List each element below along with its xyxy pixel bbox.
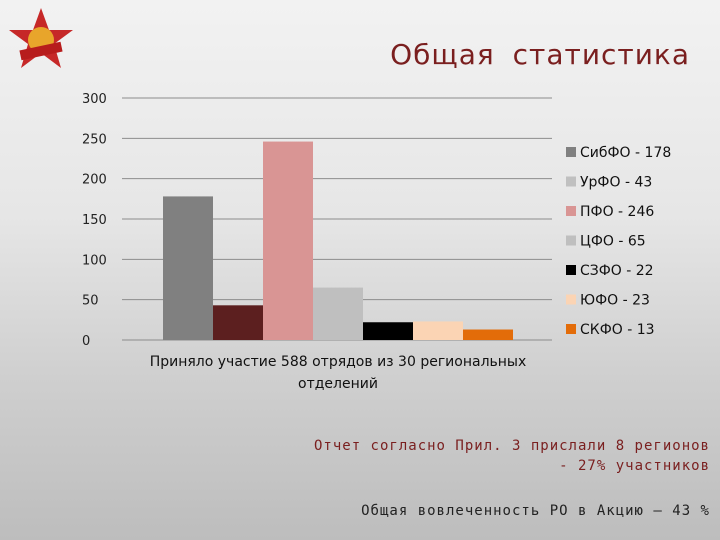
chart-legend: СибФО - 178 УрФО - 43 ПФО - 246 ЦФО - 65 СЗФ… xyxy=(566,145,671,338)
y-tick-label: 250 xyxy=(82,132,107,147)
legend-entry: СибФО - 178 xyxy=(580,145,671,161)
bar-4 xyxy=(313,287,363,340)
bar-5 xyxy=(363,322,413,340)
bar-3 xyxy=(263,141,313,340)
legend-entry: ЦФО - 65 xyxy=(580,234,646,250)
x-axis-label-line1: Приняло участие 588 отрядов из 30 регион… xyxy=(150,354,527,370)
y-tick-label: 200 xyxy=(82,173,107,188)
bar-2 xyxy=(213,305,263,340)
report-note: Отчет согласно Прил. 3 прислали 8 регион… xyxy=(290,436,710,476)
anniversary-logo xyxy=(9,8,73,68)
legend-entry: УрФО - 43 xyxy=(580,175,652,191)
legend-entry: ЮФО - 23 xyxy=(580,293,650,309)
legend-swatch xyxy=(566,324,576,334)
y-axis-ticks: 0 50 100 150 200 250 300 xyxy=(82,92,107,349)
legend-entry: СКФО - 13 xyxy=(580,322,655,338)
legend-swatch xyxy=(566,147,576,157)
bar-1 xyxy=(163,196,213,340)
report-note-line2: - 27% участников xyxy=(559,458,710,474)
y-tick-label: 300 xyxy=(82,92,107,107)
report-note-line1: Отчет согласно Прил. 3 прислали 8 регион… xyxy=(313,438,710,454)
y-tick-label: 50 xyxy=(82,294,99,309)
x-axis-label-line2: отделений xyxy=(298,376,378,392)
page-title: Общая статистика xyxy=(390,38,690,71)
y-tick-label: 0 xyxy=(82,334,90,349)
y-tick-label: 100 xyxy=(82,253,107,268)
y-tick-label: 150 xyxy=(82,213,107,228)
bar-6 xyxy=(413,321,463,340)
legend-swatch xyxy=(566,235,576,246)
legend-swatch xyxy=(566,206,576,216)
bar-7 xyxy=(463,329,513,340)
chart-bars xyxy=(163,141,513,340)
legend-swatch xyxy=(566,176,576,187)
involvement-note: Общая вовлеченность РО в Акцию – 43 % xyxy=(361,503,710,519)
legend-entry: ПФО - 246 xyxy=(580,204,654,220)
legend-swatch xyxy=(566,265,576,275)
legend-entry: СЗФО - 22 xyxy=(580,263,654,279)
legend-swatch xyxy=(566,294,576,305)
